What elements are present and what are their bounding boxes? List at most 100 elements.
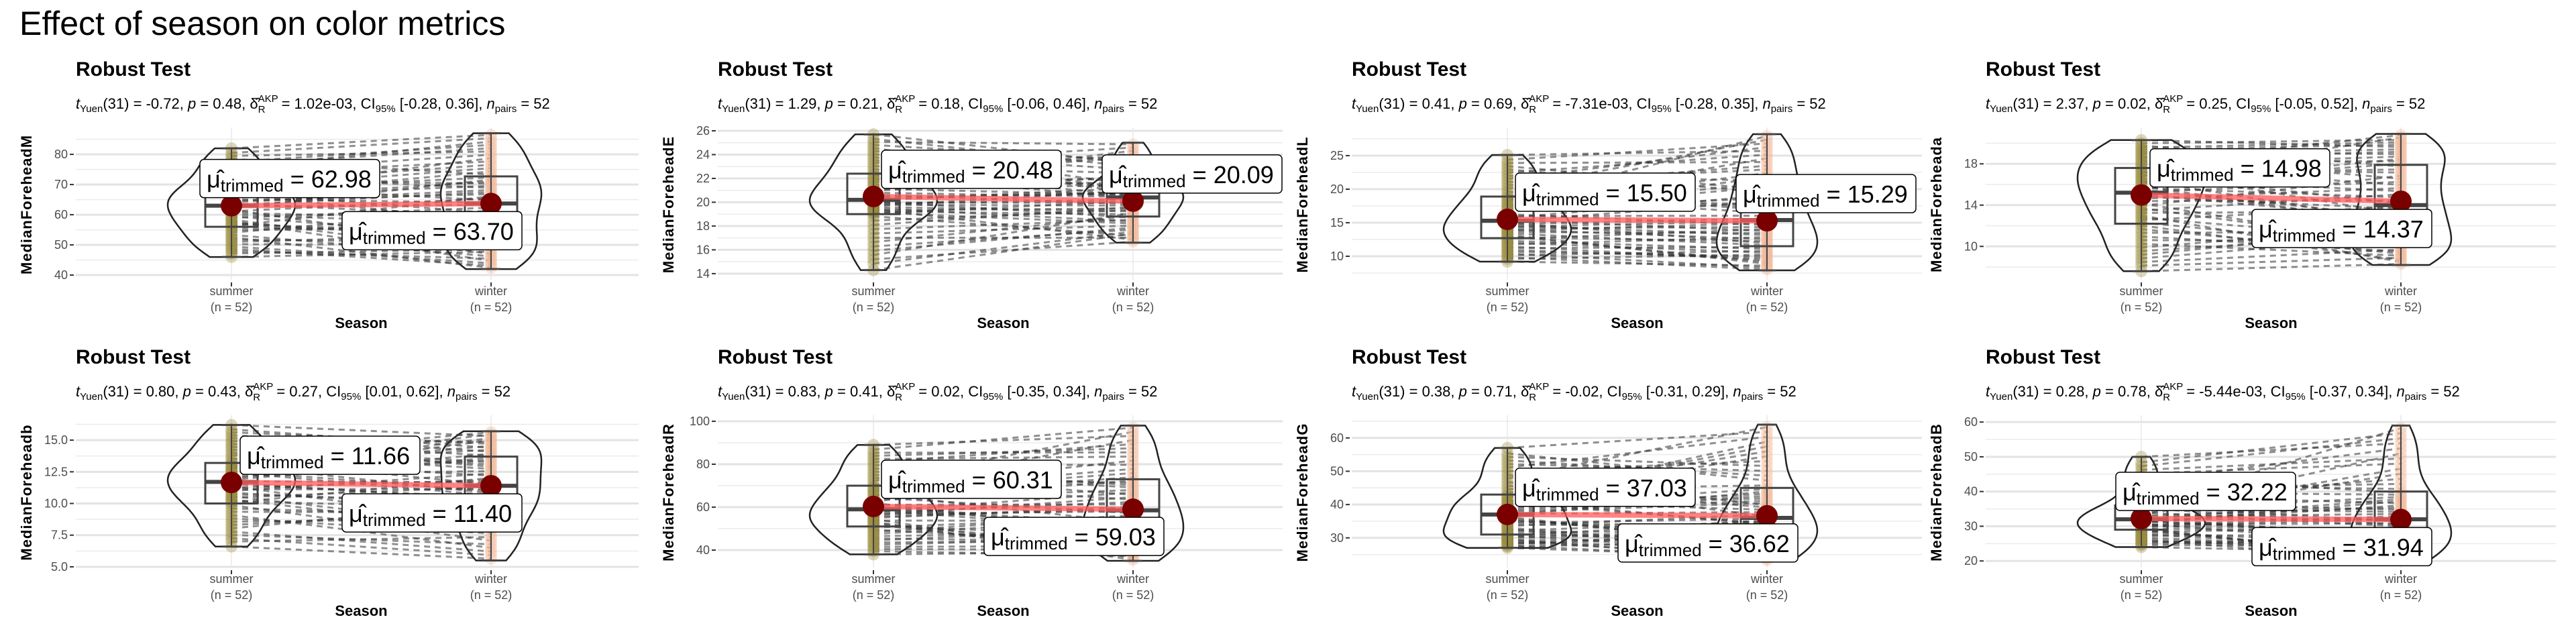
text-span: t <box>718 383 722 400</box>
panel-subtitle: tYuen(31) = 1.29, p = 0.21, δ̂AKP R = 0.1… <box>718 93 1157 115</box>
trimmed-mean-label: μ̂trimmed = 14.37 <box>2251 209 2432 248</box>
text-span: Yuen <box>1990 391 2012 402</box>
text-span: δ̂ <box>1521 95 1532 112</box>
text-span: 0.69 <box>1484 95 1513 112</box>
text-span: 31 <box>108 95 124 112</box>
paired-line <box>2141 432 2402 464</box>
text-span: = <box>1820 180 1847 208</box>
text-span: 0.71 <box>1484 383 1513 400</box>
text-span: trimmed <box>363 510 426 530</box>
panel-subtitle: tYuen(31) = 0.38, p = 0.71, δ̂AKP R = -0.… <box>1352 381 1796 403</box>
x-tick-count: (n = 52) <box>2380 588 2422 602</box>
mean-connector-line <box>2141 192 2402 205</box>
paired-line <box>1507 455 1768 468</box>
text-span: pairs <box>495 103 517 115</box>
paired-line <box>1507 221 1768 244</box>
text-span: R <box>895 104 902 115</box>
paired-line <box>1507 256 1768 271</box>
text-span: δ̂ <box>2155 95 2165 112</box>
text-span: = <box>1763 383 1780 400</box>
trimmed-mean-point <box>1756 210 1778 232</box>
trimmed-mean-label: μ̂trimmed = 59.03 <box>983 517 1165 556</box>
paired-line <box>1507 431 1768 449</box>
label-box <box>239 435 421 475</box>
label-text: μ̂trimmed = 37.03 <box>1522 474 1687 504</box>
text-span: Yuen <box>80 103 103 115</box>
paired-line <box>873 200 1134 219</box>
text-span: = <box>2426 383 2443 400</box>
text-span: 95% <box>1622 391 1642 402</box>
text-span: , <box>1599 383 1607 400</box>
trimmed-mean-point <box>1756 504 1778 527</box>
text-span: AKP <box>2163 381 2183 392</box>
trimmed-mean-point <box>1122 498 1144 521</box>
text-span: 0.43 <box>208 383 237 400</box>
text-span: AKP <box>1529 381 1549 392</box>
text-span: ) = <box>766 383 788 400</box>
panel-subtitle: tYuen(31) = 2.37, p = 0.02, δ̂AKP R = 0.2… <box>1986 93 2425 115</box>
x-tick-count: (n = 52) <box>1746 588 1788 602</box>
label-text: μ̂trimmed = 63.70 <box>349 217 514 248</box>
paired-line <box>231 150 492 157</box>
x-tick-count: (n = 52) <box>2121 301 2163 314</box>
x-tick-count: (n = 52) <box>1487 588 1529 602</box>
text-span: p <box>2092 95 2101 112</box>
text-span: 31.94 <box>2363 533 2424 561</box>
label-box <box>199 158 380 199</box>
trimmed-mean-point <box>863 185 884 207</box>
text-span: [-0.28, 0.35] <box>1676 95 1754 112</box>
panel-MedianForeheadG: Robust Test tYuen(31) = 0.38, p = 0.71, δ… <box>1294 346 1922 619</box>
text-span: , <box>1628 95 1636 112</box>
text-span: ( <box>2012 95 2018 112</box>
figure-title: Effect of season on color metrics <box>19 5 505 42</box>
text-span: 95% <box>341 391 361 402</box>
text-span: R <box>253 392 260 403</box>
text-span: ( <box>745 95 750 112</box>
text-span: = <box>965 466 993 494</box>
panel-title: Robust Test <box>718 58 833 80</box>
text-span: δ̂ <box>2155 383 2165 400</box>
x-tick-label: winter <box>1750 284 1783 298</box>
paired-line <box>1507 228 1768 240</box>
trimmed-mean-label: μ̂trimmed = 36.62 <box>1617 523 1799 563</box>
label-box <box>2251 209 2432 248</box>
y-tick-label: 26 <box>696 124 710 138</box>
text-span: , <box>1086 383 1094 400</box>
x-tick-label: winter <box>1116 284 1149 298</box>
text-span: 1.02e-03 <box>294 95 353 112</box>
label-text: μ̂trimmed = 15.29 <box>1743 180 1908 211</box>
x-tick-label: winter <box>2384 284 2417 298</box>
text-span: R <box>258 104 266 115</box>
y-tick-label: 80 <box>54 148 68 161</box>
text-span: 1.29 <box>788 95 817 112</box>
text-span: 95% <box>376 103 396 115</box>
text-span: 31 <box>108 383 124 400</box>
y-tick-label: 60 <box>54 208 68 221</box>
text-span: = <box>426 217 453 245</box>
x-axis-title: Season <box>1611 602 1663 619</box>
text-span: ( <box>1379 383 1384 400</box>
violin-summer <box>808 443 938 555</box>
text-span: 0.02 <box>931 383 960 400</box>
text-span: trimmed <box>2273 225 2336 246</box>
panel-title: Robust Test <box>76 346 191 368</box>
panel-MedianForeheadM: Robust Test tYuen(31) = -0.72, p = 0.48, … <box>18 58 639 331</box>
x-tick-count: (n = 52) <box>1112 588 1155 602</box>
y-tick-label: 60 <box>1330 431 1344 445</box>
text-span: n <box>447 383 455 400</box>
text-span: 0.25 <box>2199 95 2228 112</box>
text-span: , <box>960 95 968 112</box>
y-tick-label: 50 <box>1330 464 1344 478</box>
paired-line <box>2141 522 2402 526</box>
label-box <box>1617 523 1799 563</box>
mean-connector-line <box>1507 217 1768 224</box>
paired-line <box>231 533 492 545</box>
text-span: trimmed <box>363 227 426 248</box>
x-tick-label: summer <box>209 572 253 586</box>
text-span: ) = <box>1400 383 1421 400</box>
text-span: ) = <box>2034 95 2055 112</box>
paired-line <box>231 245 492 264</box>
text-span: , <box>1450 95 1458 112</box>
trimmed-mean-label: μ̂trimmed = 20.48 <box>881 150 1062 189</box>
text-span: ) = <box>1400 95 1421 112</box>
